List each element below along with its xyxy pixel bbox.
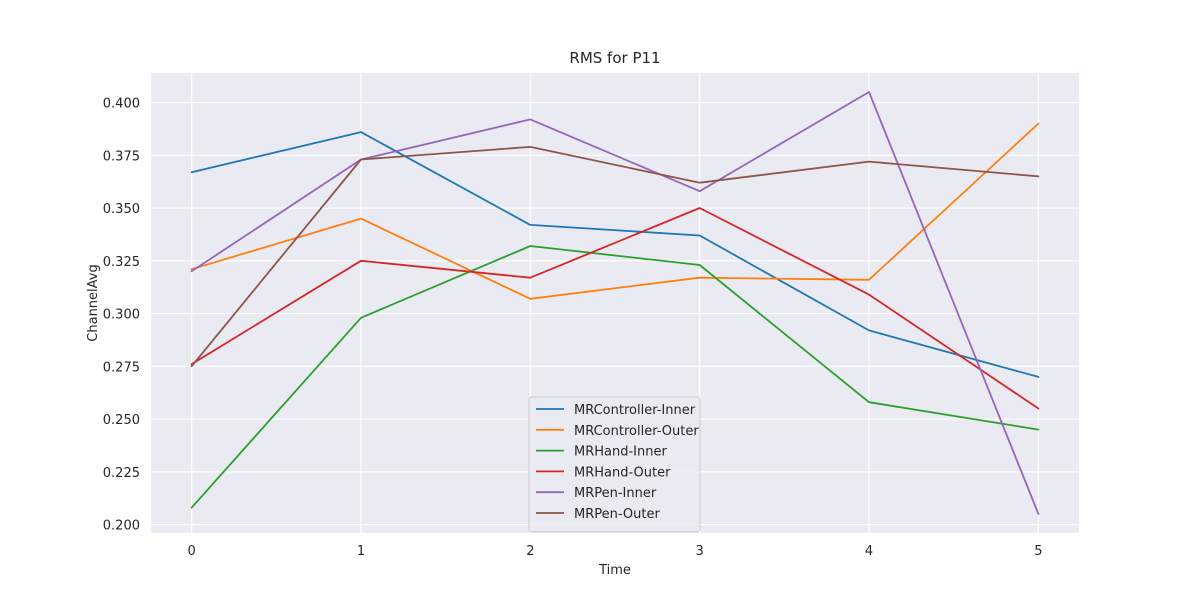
series-line-mrpen-inner (190, 91, 1040, 515)
y-axis-label: ChannelAvg (86, 264, 101, 341)
series-layer (190, 91, 1040, 515)
legend-label: MRHand-Inner (574, 445, 667, 460)
series-line-mrcontroller-outer (190, 122, 1040, 300)
legend-label: MRHand-Outer (574, 465, 671, 480)
legend-label: MRController-Inner (574, 403, 696, 418)
x-tick-label: 4 (865, 544, 873, 559)
x-axis-label: Time (598, 563, 631, 578)
y-tick-label: 0.375 (103, 149, 140, 164)
legend: MRController-Inner MRController-Outer MRHa… (528, 396, 701, 533)
y-tick-label: 0.350 (103, 202, 140, 217)
y-tick-label: 0.275 (103, 360, 140, 375)
tick-labels: 0 1 2 3 4 5 0.200 0.225 0.250 0.275 0.300 0.325 0.35… (103, 97, 1043, 559)
x-tick-label: 0 (188, 544, 196, 559)
x-tick-label: 2 (526, 544, 534, 559)
series-line-mrcontroller-inner (190, 131, 1040, 378)
x-tick-label: 3 (696, 544, 704, 559)
y-tick-label: 0.400 (103, 97, 140, 112)
x-tick-label: 1 (357, 544, 365, 559)
y-tick-label: 0.250 (103, 413, 140, 428)
y-tick-label: 0.325 (103, 255, 140, 270)
chart-title: RMS for P11 (569, 49, 660, 67)
y-tick-label: 0.225 (103, 466, 140, 481)
x-tick-label: 5 (1034, 544, 1042, 559)
legend-label: MRPen-Inner (574, 486, 657, 501)
legend-label: MRController-Outer (574, 424, 699, 439)
series-line-mrhand-inner (190, 245, 1040, 509)
series-line-mrhand-outer (190, 207, 1040, 410)
legend-label: MRPen-Outer (574, 507, 660, 522)
y-tick-label: 0.300 (103, 308, 140, 323)
legend-box (528, 396, 701, 533)
series-line-mrpen-outer (190, 145, 1040, 368)
y-tick-label: 0.200 (103, 519, 140, 534)
